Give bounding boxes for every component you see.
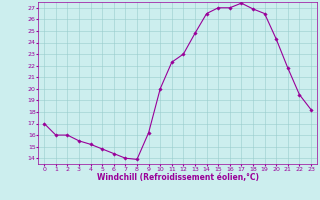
X-axis label: Windchill (Refroidissement éolien,°C): Windchill (Refroidissement éolien,°C)	[97, 173, 259, 182]
